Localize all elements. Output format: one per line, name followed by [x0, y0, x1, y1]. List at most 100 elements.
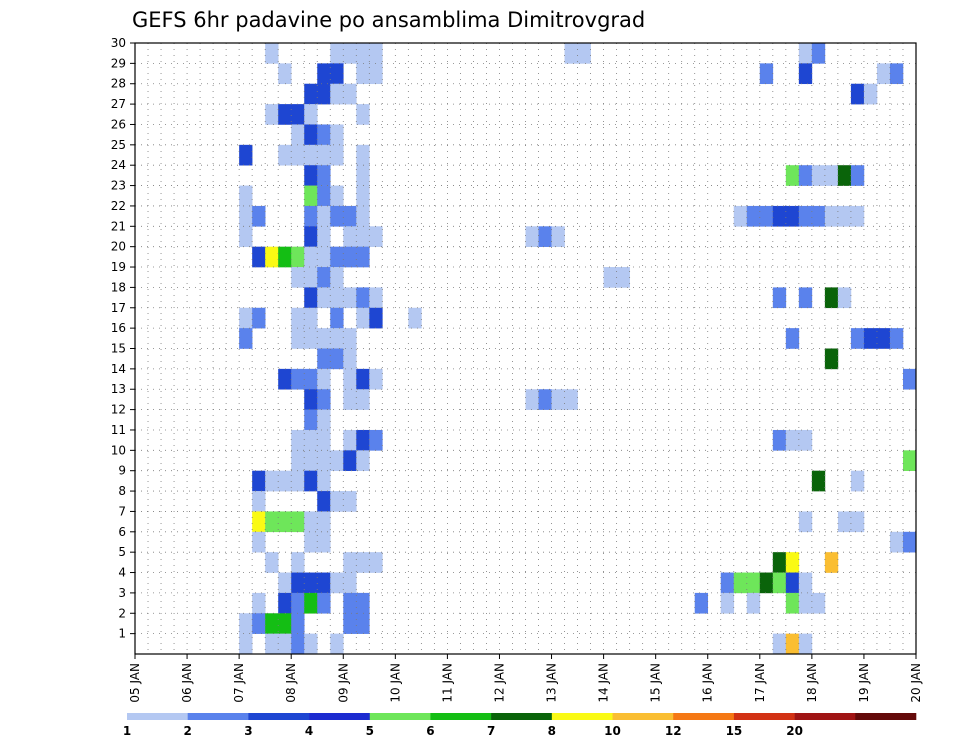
- colorbar-swatch: [551, 713, 613, 720]
- heatmap-cell: [330, 307, 344, 329]
- heatmap-cell: [252, 205, 266, 227]
- heatmap-cell: [785, 633, 800, 655]
- heatmap-cell: [265, 104, 279, 125]
- heatmap-cell: [369, 552, 383, 573]
- heatmap-cell: [304, 205, 318, 227]
- heatmap-cell: [889, 328, 904, 349]
- heatmap-cell: [304, 287, 318, 309]
- heatmap-cell: [278, 63, 292, 85]
- heatmap-cell: [824, 348, 839, 370]
- heatmap-cell: [265, 246, 279, 268]
- colorbar-swatch: [430, 713, 492, 720]
- colorbar-swatch: [612, 713, 674, 720]
- heatmap-cell: [902, 531, 917, 553]
- x-tick-label: 16 JAN: [701, 663, 715, 703]
- heatmap-cell: [317, 185, 331, 207]
- heatmap-cell: [304, 246, 318, 268]
- heatmap-cell: [265, 511, 279, 533]
- heatmap-cell: [278, 104, 292, 125]
- heatmap-cell: [798, 287, 813, 309]
- heatmap-cell: [798, 572, 813, 594]
- heatmap-cell: [317, 165, 331, 186]
- heatmap-cell: [811, 165, 826, 186]
- heatmap-cell: [291, 246, 305, 268]
- colorbar-label: 2: [184, 724, 192, 738]
- heatmap-cell: [317, 389, 331, 410]
- heatmap-cell: [733, 572, 748, 594]
- colorbar-swatch: [309, 713, 371, 720]
- heatmap-cell: [304, 450, 318, 471]
- heatmap-cell: [343, 328, 357, 349]
- heatmap-cell: [278, 246, 292, 268]
- heatmap-cell: [291, 572, 305, 594]
- heatmap-cell: [265, 470, 279, 492]
- y-tick-label: 11: [111, 423, 126, 437]
- heatmap-cell: [330, 83, 344, 105]
- y-tick-label: 15: [111, 342, 126, 356]
- heatmap-cell: [291, 328, 305, 349]
- heatmap-cell: [369, 43, 383, 64]
- y-tick-label: 22: [111, 199, 126, 213]
- heatmap-cell: [291, 450, 305, 471]
- heatmap-cell: [811, 470, 826, 492]
- colorbar-swatch: [673, 713, 735, 720]
- heatmap-cell: [343, 83, 357, 105]
- heatmap-cell: [538, 389, 552, 410]
- x-tick-label: 09 JAN: [336, 663, 350, 703]
- heatmap-cell: [304, 307, 318, 329]
- x-tick-label: 20 JAN: [909, 663, 923, 703]
- heatmap-cell: [343, 429, 357, 451]
- y-tick-label: 8: [118, 484, 126, 498]
- heatmap-cell: [343, 613, 357, 634]
- y-tick-label: 16: [111, 321, 126, 335]
- heatmap-cell: [278, 470, 292, 492]
- y-tick-label: 26: [111, 117, 126, 131]
- heatmap-cell: [343, 226, 357, 247]
- y-tick-label: 29: [111, 56, 126, 70]
- colorbar-swatch: [794, 713, 856, 720]
- heatmap-cell: [317, 368, 331, 390]
- heatmap-cell: [304, 429, 318, 451]
- x-tick-label: 11 JAN: [440, 663, 454, 703]
- heatmap-cell: [824, 287, 839, 309]
- heatmap-cell: [837, 165, 852, 186]
- y-tick-label: 20: [111, 240, 126, 254]
- y-tick-label: 25: [111, 138, 126, 152]
- heatmap-cell: [772, 572, 787, 594]
- heatmap-cell: [785, 429, 800, 451]
- heatmap-cell: [317, 63, 331, 85]
- heatmap-cell: [291, 124, 305, 146]
- y-tick-label: 27: [111, 97, 126, 111]
- heatmap-cell: [356, 205, 370, 227]
- heatmap-cell: [772, 552, 787, 573]
- heatmap-cell: [356, 246, 370, 268]
- x-tick-label: 12 JAN: [492, 663, 506, 703]
- heatmap-cell: [317, 511, 331, 533]
- colorbar-label: 1: [123, 724, 131, 738]
- heatmap-cell: [317, 491, 331, 512]
- heatmap-cell: [252, 531, 266, 553]
- colorbar-swatch: [369, 713, 431, 720]
- heatmap-cell: [356, 43, 370, 64]
- heatmap-cell: [603, 267, 617, 288]
- x-tick-label: 07 JAN: [232, 663, 246, 703]
- heatmap-cell: [317, 328, 331, 349]
- y-tick-label: 5: [118, 545, 126, 559]
- heatmap-cell: [278, 144, 292, 166]
- heatmap-cell: [785, 205, 800, 227]
- heatmap-cell: [317, 205, 331, 227]
- heatmap-cell: [291, 552, 305, 573]
- colorbar-swatch: [855, 713, 917, 720]
- heatmap-cell: [291, 470, 305, 492]
- y-tick-label: 6: [118, 525, 126, 539]
- heatmap-cell: [278, 613, 292, 634]
- heatmap-cell: [850, 165, 865, 186]
- heatmap-cell: [759, 205, 774, 227]
- heatmap-cell: [785, 592, 800, 614]
- heatmap-cell: [356, 185, 370, 207]
- heatmap-cell: [551, 226, 565, 247]
- heatmap-cell: [317, 267, 331, 288]
- heatmap-cell: [876, 63, 891, 85]
- heatmap-cell: [239, 144, 253, 166]
- heatmap-cell: [356, 389, 370, 410]
